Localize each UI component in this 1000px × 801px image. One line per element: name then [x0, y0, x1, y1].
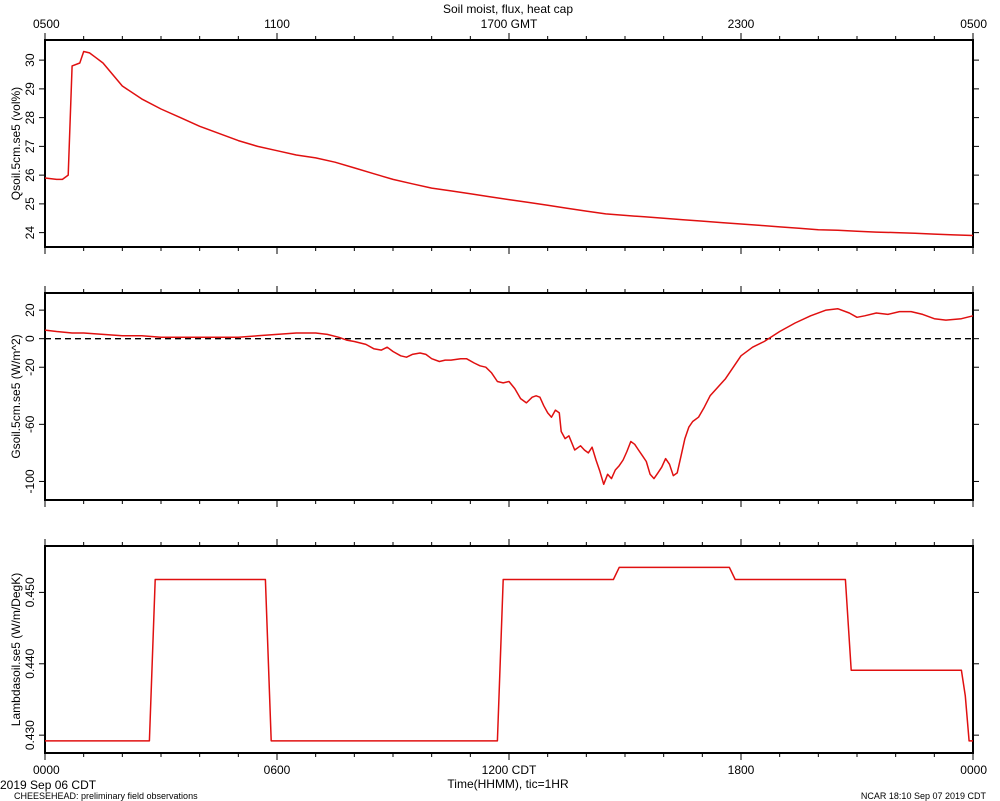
bottom-tick-label: 0000 [960, 763, 987, 777]
top-tick-label: 0500 [960, 17, 987, 31]
series-line [44, 307, 974, 486]
y-tick-label: -20 [23, 358, 37, 376]
y-tick-label: 25 [23, 197, 37, 211]
series-line [45, 566, 973, 742]
y-tick-label: 0 [23, 335, 37, 342]
y-tick-label: -60 [23, 415, 37, 433]
y-tick-label: 28 [23, 111, 37, 125]
footer-project: CHEESEHEAD: preliminary field observatio… [14, 791, 198, 801]
y-tick-label: 0.450 [23, 577, 37, 607]
bottom-tick-label: 0000 [33, 763, 60, 777]
bottom-axis-ticks: 0000 0600 1200 CDT 1800 0000 [33, 763, 987, 777]
y-tick-label: 20 [23, 303, 37, 317]
x-axis-label: Time(HHMM), tic=1HR [447, 777, 569, 791]
top-tick-label: 1700 GMT [481, 17, 538, 31]
y-axis-label: Qsoil.5cm.se5 (vol%) [9, 87, 23, 200]
y-tick-label: 26 [23, 168, 37, 182]
chart-panels: 24 25 26 27 28 29 30 Qsoil.5cm.se5 (vol%) 20 0 -20… [9, 33, 979, 760]
panel-1: 24 25 26 27 28 29 30 Qsoil.5cm.se5 (vol%) [9, 33, 979, 254]
top-tick-label: 0500 [33, 17, 60, 31]
series-line [44, 50, 974, 237]
chart-title: Soil moist, flux, heat cap [443, 2, 573, 16]
bottom-tick-label: 1200 CDT [482, 763, 537, 777]
panel-frame [44, 292, 974, 501]
y-tick-label: 24 [23, 226, 37, 240]
top-tick-label: 2300 [728, 17, 755, 31]
y-tick-label: 29 [23, 82, 37, 96]
panel-frame [44, 545, 974, 754]
y-axis-label: Gsoil.5cm.se5 (W/m^2) [9, 334, 23, 458]
y-tick-label: 27 [23, 139, 37, 153]
y-tick-label: -100 [23, 469, 37, 493]
y-tick-label: 30 [23, 53, 37, 67]
footer-stamp: NCAR 18:10 Sep 07 2019 CDT [860, 791, 986, 801]
panel-frame [44, 39, 974, 248]
y-tick-label: 0.430 [23, 720, 37, 750]
bottom-tick-label: 0600 [264, 763, 291, 777]
bottom-tick-label: 1800 [728, 763, 755, 777]
top-tick-label: 1100 [264, 17, 290, 31]
y-tick-label: 0.440 [23, 648, 37, 678]
footer-date: 2019 Sep 06 CDT [0, 778, 97, 792]
y-axis-label: Lambdasoil.se5 (W/m/DegK) [9, 573, 23, 726]
top-axis-ticks: 0500 1100 1700 GMT 2300 0500 [33, 17, 987, 31]
